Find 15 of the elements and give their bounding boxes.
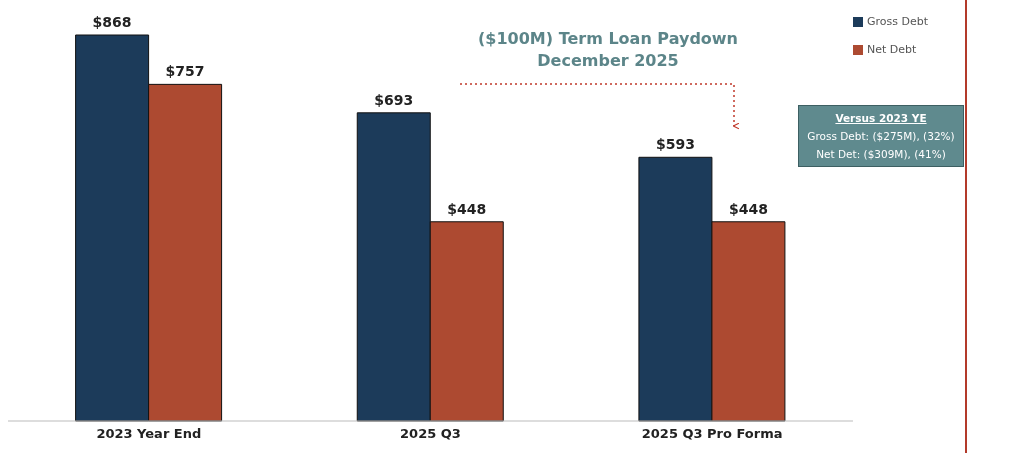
data-label: $448 xyxy=(447,200,487,217)
annotation: Net Det: ($309M), (41%) xyxy=(815,147,947,162)
x-tick-label: 2025 Q3 Pro Forma xyxy=(641,426,783,442)
annotation: ($100M) Term Loan Paydown December 2025 xyxy=(477,28,739,72)
annotation: Gross Debt: ($275M), (32%) xyxy=(806,129,956,144)
x-tick-label: 2025 Q3 xyxy=(400,426,461,442)
data-label: $593 xyxy=(655,136,695,153)
data-label: $693 xyxy=(374,91,414,108)
data-label: $757 xyxy=(165,63,205,80)
legend-label: Gross Debt xyxy=(866,15,928,28)
x-tick-label: 2023 Year End xyxy=(96,426,202,442)
data-label: $448 xyxy=(728,200,768,217)
legend-label: Net Debt xyxy=(866,43,917,56)
data-label: $868 xyxy=(92,14,132,30)
annotation: Versus 2023 YE xyxy=(834,111,928,126)
